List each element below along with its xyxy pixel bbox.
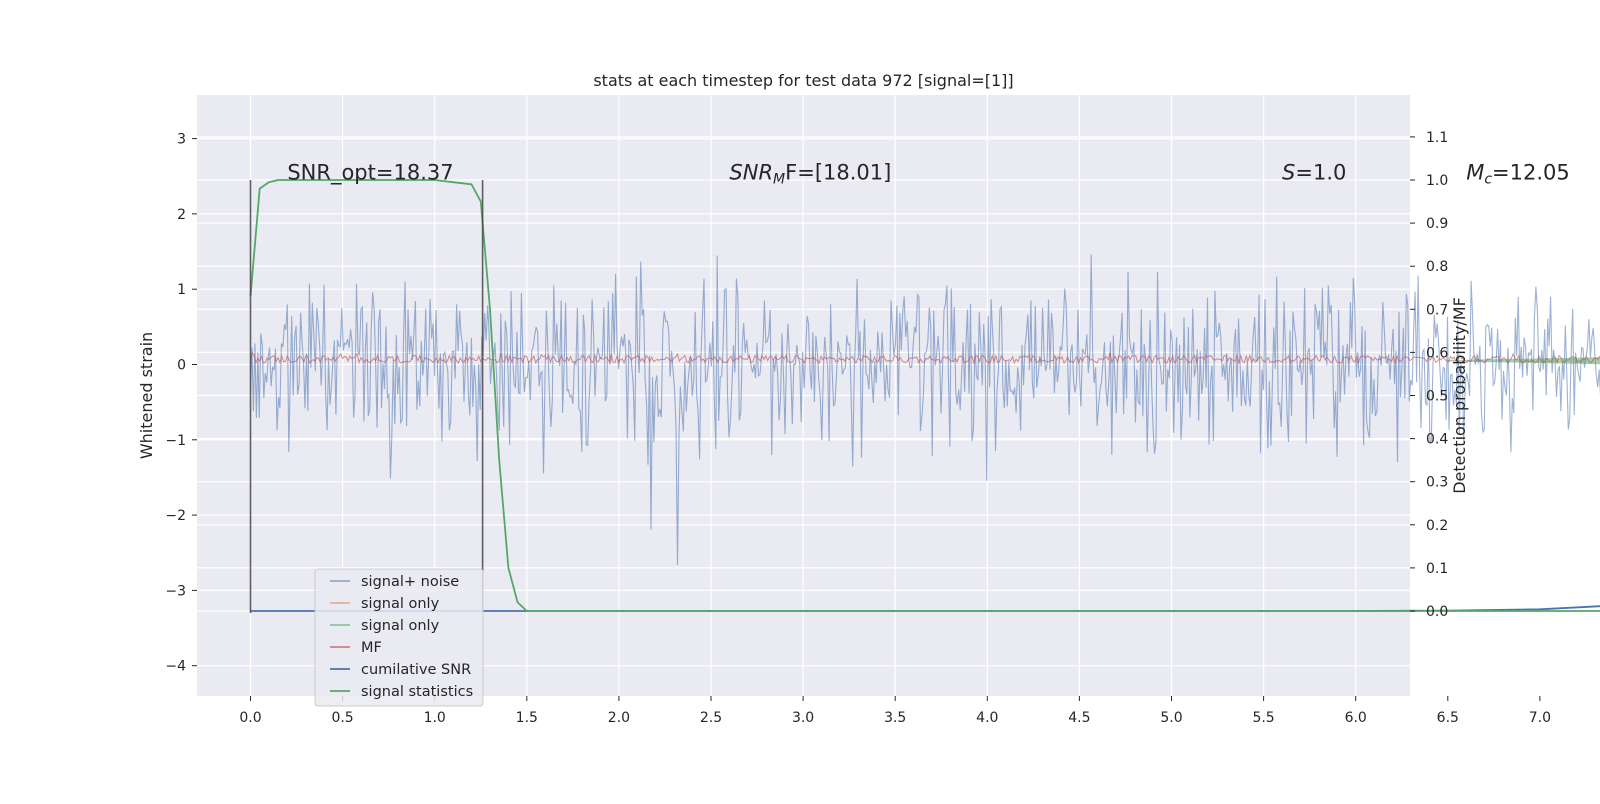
y-right-tick-label: 0.0 — [1426, 604, 1448, 620]
annotation-symbol: M — [1466, 161, 1484, 185]
x-tick-label: 2.5 — [700, 710, 722, 726]
y-axis-label-right: Detection probability/MF — [1450, 297, 1469, 494]
annotation-value: F=[18.01] — [785, 161, 891, 185]
x-tick-label: 3.0 — [792, 710, 814, 726]
annotation-subscript: M — [773, 172, 785, 188]
x-tick-label: 1.0 — [424, 710, 446, 726]
y-left-tick-label: −4 — [165, 659, 186, 675]
annotation: SNR_opt=18.37 — [287, 161, 453, 186]
y-right-tick-label: 0.7 — [1426, 302, 1448, 318]
legend-label: signal+ noise — [361, 574, 459, 590]
y-axis-label-left: Whitened strain — [137, 332, 156, 459]
annotation: S=1.0 — [1282, 161, 1346, 185]
x-tick-label: 5.5 — [1252, 710, 1274, 726]
y-right-tick-label: 1.0 — [1426, 173, 1448, 189]
y-left-tick-label: 1 — [177, 282, 186, 298]
y-right-tick-label: 0.3 — [1426, 475, 1448, 491]
x-tick-label: 1.5 — [516, 710, 538, 726]
x-tick-label: 0.5 — [331, 710, 353, 726]
annotation-symbol: S — [1282, 161, 1295, 185]
annotation: SNRMF=[18.01] — [729, 161, 891, 188]
legend-label: signal only — [361, 596, 440, 612]
x-tick-label: 5.0 — [1160, 710, 1182, 726]
y-right-tick-label: 0.2 — [1426, 518, 1448, 534]
y-right-tick-label: 0.6 — [1426, 345, 1448, 361]
x-tick-label: 6.5 — [1437, 710, 1459, 726]
y-left-tick-label: 2 — [177, 207, 186, 223]
annotation-symbol: SNR — [729, 161, 773, 185]
legend-label: cumilative SNR — [361, 662, 471, 678]
y-right-tick-label: 0.9 — [1426, 216, 1448, 232]
x-tick-label: 2.0 — [608, 710, 630, 726]
y-right-tick-label: 0.5 — [1426, 389, 1448, 405]
legend: signal+ noise signal only signal only MF cum… — [315, 569, 483, 706]
y-left-tick-label: 3 — [177, 132, 186, 148]
annotation-value: =12.05 — [1492, 161, 1570, 185]
annotation: Mc=12.05 — [1466, 161, 1570, 188]
x-tick-label: 4.0 — [976, 710, 998, 726]
y-left-tick-label: −3 — [165, 583, 186, 599]
x-tick-label: 6.0 — [1345, 710, 1367, 726]
x-tick-label: 3.5 — [884, 710, 906, 726]
x-tick-label: 4.5 — [1068, 710, 1090, 726]
chart-title: stats at each timestep for test data 972… — [593, 71, 1013, 90]
y-right-tick-label: 1.1 — [1426, 130, 1448, 146]
y-right-tick-label: 0.4 — [1426, 432, 1448, 448]
legend-label: signal only — [361, 618, 440, 634]
y-right-tick-label: 0.1 — [1426, 561, 1448, 577]
y-left-tick-label: −1 — [165, 433, 186, 449]
legend-label: MF — [361, 640, 382, 656]
annotation-value: =1.0 — [1295, 161, 1346, 185]
y-left-tick-label: −2 — [165, 508, 186, 524]
legend-label: signal statistics — [361, 684, 473, 700]
x-tick-label: 7.0 — [1529, 710, 1551, 726]
y-right-tick-label: 0.8 — [1426, 259, 1448, 275]
x-tick-label: 0.0 — [239, 710, 261, 726]
y-left-tick-label: 0 — [177, 358, 186, 374]
